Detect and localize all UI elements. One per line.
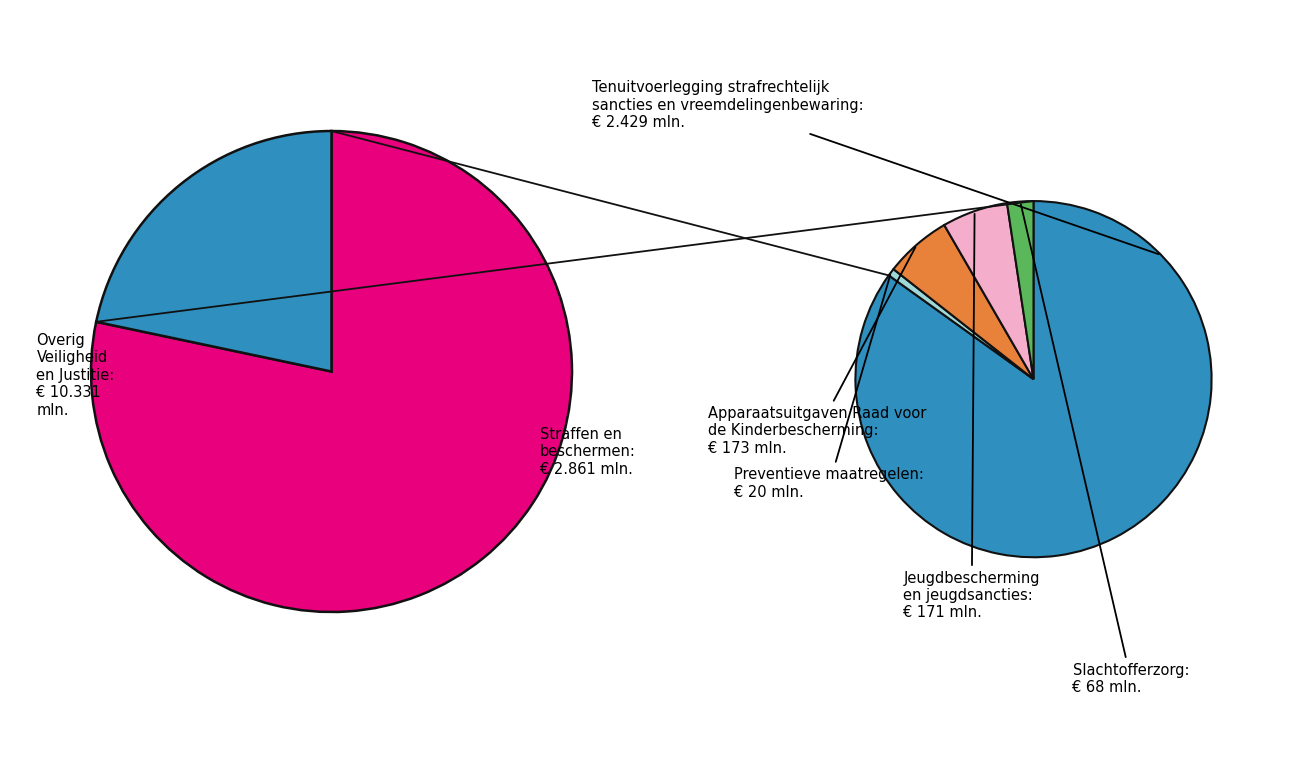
Wedge shape	[96, 131, 332, 372]
Text: Apparaatsuitgaven Raad voor
de Kinderbescherming:
€ 173 mln.: Apparaatsuitgaven Raad voor de Kinderbes…	[708, 247, 927, 456]
Text: Slachtofferzorg:
€ 68 mln.: Slachtofferzorg: € 68 mln.	[1020, 205, 1190, 695]
Wedge shape	[1008, 201, 1034, 379]
Text: Straffen en
beschermen:
€ 2.861 mln.: Straffen en beschermen: € 2.861 mln.	[540, 427, 636, 477]
Wedge shape	[944, 203, 1034, 379]
Wedge shape	[855, 201, 1212, 558]
Text: Tenuitvoerlegging strafrechtelijk
sancties en vreemdelingenbewaring:
€ 2.429 mln: Tenuitvoerlegging strafrechtelijk sancti…	[592, 80, 1158, 254]
Text: Preventieve maatregelen:
€ 20 mln.: Preventieve maatregelen: € 20 mln.	[734, 275, 924, 499]
Text: Jeugdbescherming
en jeugdsancties:
€ 171 mln.: Jeugdbescherming en jeugdsancties: € 171…	[903, 214, 1040, 620]
Wedge shape	[893, 225, 1034, 379]
Wedge shape	[91, 131, 572, 612]
Text: Overig
Veiligheid
en Justitie:
€ 10.331
mln.: Overig Veiligheid en Justitie: € 10.331 …	[36, 333, 114, 417]
Wedge shape	[889, 269, 1034, 379]
